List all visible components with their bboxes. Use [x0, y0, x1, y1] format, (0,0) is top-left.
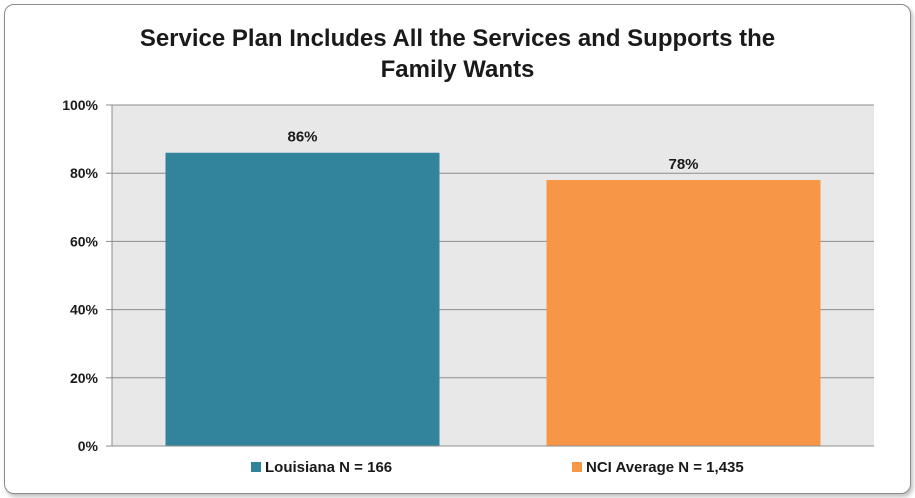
- y-tick-label: 60%: [70, 233, 99, 249]
- chart-title-line-1: Service Plan Includes All the Services a…: [139, 25, 776, 52]
- bar: [546, 180, 821, 446]
- y-tick-label: 0%: [78, 438, 99, 454]
- legend-label: Louisiana N = 166: [265, 459, 392, 476]
- y-tick-label: 20%: [70, 370, 99, 386]
- legend-label: NCI Average N = 1,435: [586, 459, 744, 476]
- chart-frame: Service Plan Includes All the Services a…: [4, 4, 911, 494]
- y-tick-label: 80%: [70, 165, 99, 181]
- bar-chart: 0% 20% 40% 60% 80% 100% 86% 78% Louisiana N = 16…: [62, 97, 874, 476]
- data-label: 86%: [287, 129, 317, 146]
- y-tick-label: 100%: [62, 97, 98, 113]
- chart-title: Service Plan Includes All the Services a…: [5, 23, 910, 85]
- legend-swatch: [251, 462, 261, 472]
- bar: [165, 152, 440, 447]
- chart-title-line-2: Family Wants: [380, 56, 535, 83]
- y-tick-label: 40%: [70, 302, 99, 318]
- data-label: 78%: [668, 156, 698, 173]
- legend-swatch: [572, 462, 582, 472]
